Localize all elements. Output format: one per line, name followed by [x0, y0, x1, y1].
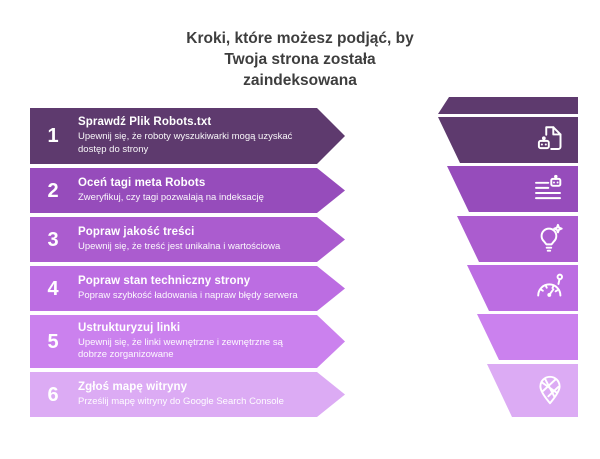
chevron-ribbon	[437, 95, 580, 420]
lightbulb-sparkle-icon	[532, 221, 568, 257]
step-description: Popraw szybkość ładowania i napraw błędy…	[78, 289, 298, 301]
step-number: 2	[47, 179, 59, 202]
page-title-line-2: Twoja strona została	[224, 51, 376, 68]
step-title: Popraw stan techniczny strony	[78, 274, 251, 287]
step-row-5: 5 Ustrukturyzuj linki Upewnij się, że li…	[30, 315, 345, 368]
step-text: Ustrukturyzuj linki Upewnij się, że link…	[76, 322, 345, 362]
step-row-4: 4 Popraw stan techniczny strony Popraw s…	[30, 266, 345, 311]
step-text: Popraw jakość treści Upewnij się, że tre…	[76, 226, 345, 254]
page-title-line-1: Kroki, które możesz podjąć, by	[186, 30, 414, 47]
step-text: Oceń tagi meta Robots Zweryfikuj, czy ta…	[76, 177, 345, 205]
step-number: 3	[47, 228, 59, 251]
step-number: 5	[47, 330, 59, 353]
step-description: Upewnij się, że treść jest unikalna i wa…	[78, 240, 281, 252]
step-row-3: 3 Popraw jakość treści Upewnij się, że t…	[30, 217, 345, 262]
robots-file-icon	[532, 122, 568, 158]
step-text: Popraw stan techniczny strony Popraw szy…	[76, 275, 345, 303]
step-title: Sprawdź Plik Robots.txt	[78, 116, 212, 128]
step-description: Zweryfikuj, czy tagi pozwalają na indeks…	[78, 191, 264, 203]
step-title: Popraw jakość treści	[78, 225, 195, 238]
step-title: Ustrukturyzuj linki	[78, 321, 181, 334]
chevron-ribbon-shapes	[438, 97, 578, 417]
step-text: Zgłoś mapę witryny Prześlij mapę witryny…	[76, 381, 345, 409]
step-description: Upewnij się, że roboty wyszukiwarki mogą…	[78, 131, 293, 155]
step-row-6: 6 Zgłoś mapę witryny Prześlij mapę witry…	[30, 372, 345, 417]
speedometer-icon	[531, 270, 567, 306]
step-title: Oceń tagi meta Robots	[78, 176, 206, 189]
step-number: 1	[47, 125, 59, 147]
ribbon-band-5	[477, 314, 578, 360]
step-description: Prześlij mapę witryny do Google Search C…	[78, 395, 284, 407]
ribbon-band-4	[467, 265, 578, 311]
page-title-line-3: zaindeksowana	[243, 72, 357, 89]
ribbon-cap	[438, 97, 578, 114]
ribbon-band-1	[438, 117, 578, 163]
step-number: 6	[47, 383, 59, 406]
step-title: Zgłoś mapę witryny	[78, 380, 188, 393]
meta-robots-icon	[530, 172, 566, 208]
step-row-1: 1 Sprawdź Plik Robots.txt Upewnij się, ż…	[30, 108, 345, 164]
step-text: Sprawdź Plik Robots.txt Upewnij się, że …	[76, 116, 345, 156]
step-number: 4	[47, 277, 59, 300]
ribbon-band-2	[447, 166, 578, 212]
step-row-2: 2 Oceń tagi meta Robots Zweryfikuj, czy …	[30, 168, 345, 213]
step-description: Upewnij się, że linki wewnętrzne i zewnę…	[78, 336, 283, 361]
steps-list: 1 Sprawdź Plik Robots.txt Upewnij się, ż…	[30, 108, 345, 417]
sitemap-pin-icon	[532, 372, 568, 408]
page-title: Kroki, które możesz podjąć, by Twoja str…	[0, 28, 600, 91]
